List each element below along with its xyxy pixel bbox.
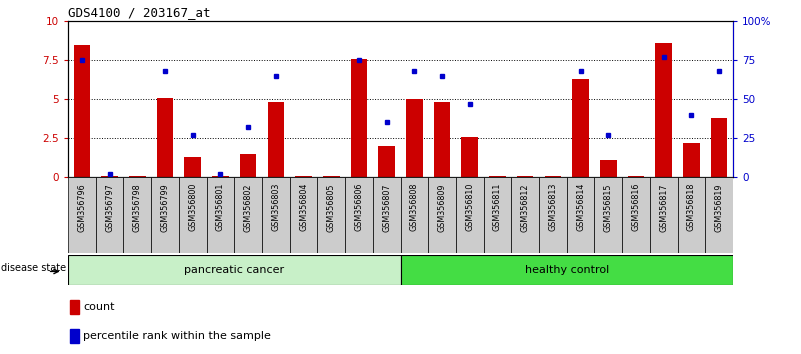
Bar [372,177,400,253]
Bar [262,177,290,253]
Text: GSM356815: GSM356815 [604,183,613,232]
Bar [705,177,733,253]
Bar [157,98,173,177]
Text: GSM356812: GSM356812 [521,183,529,232]
Bar [594,177,622,253]
Text: GSM356808: GSM356808 [410,183,419,232]
Text: count: count [83,302,115,313]
Bar [70,301,79,314]
Bar [317,177,345,253]
Text: GSM356800: GSM356800 [188,183,197,232]
Bar [456,177,484,253]
Bar [129,176,146,177]
Bar [628,176,644,177]
Text: GSM356819: GSM356819 [714,183,723,232]
Text: GSM356817: GSM356817 [659,183,668,232]
Bar [123,177,151,253]
Bar [290,177,317,253]
Text: GSM356801: GSM356801 [216,183,225,232]
Bar [212,176,229,177]
Bar [655,43,672,177]
Bar [345,177,372,253]
Text: GSM356805: GSM356805 [327,183,336,232]
Bar [406,99,423,177]
Bar [545,176,562,177]
Text: GSM356814: GSM356814 [576,183,585,232]
Bar [268,102,284,177]
Bar [235,177,262,253]
Bar [600,160,617,177]
Bar [68,255,400,285]
Bar [400,255,733,285]
Text: GSM356796: GSM356796 [78,183,87,232]
Bar [678,177,705,253]
Text: GSM356811: GSM356811 [493,183,502,232]
Bar [517,176,533,177]
Text: GSM356816: GSM356816 [631,183,641,232]
Bar [179,177,207,253]
Bar [70,329,79,343]
Bar [101,176,118,177]
Bar [572,79,589,177]
Bar [378,146,395,177]
Bar [511,177,539,253]
Text: GSM356799: GSM356799 [160,183,170,232]
Bar [683,143,700,177]
Bar [484,177,511,253]
Bar [351,59,367,177]
Bar [296,176,312,177]
Text: GSM356797: GSM356797 [105,183,114,232]
Bar [429,177,456,253]
Bar [461,137,478,177]
Text: disease state: disease state [2,263,66,273]
Text: healthy control: healthy control [525,265,609,275]
Bar [622,177,650,253]
Text: GSM356802: GSM356802 [244,183,252,232]
Bar [151,177,179,253]
Bar [74,45,91,177]
Bar [710,118,727,177]
Bar [489,176,505,177]
Bar [207,177,235,253]
Bar [184,157,201,177]
Text: GSM356818: GSM356818 [687,183,696,232]
Text: percentile rank within the sample: percentile rank within the sample [83,331,272,341]
Text: GSM356807: GSM356807 [382,183,391,232]
Bar [400,177,429,253]
Bar [323,176,340,177]
Text: GSM356810: GSM356810 [465,183,474,232]
Bar [96,177,123,253]
Text: GSM356804: GSM356804 [299,183,308,232]
Text: pancreatic cancer: pancreatic cancer [184,265,284,275]
Bar [650,177,678,253]
Text: GSM356798: GSM356798 [133,183,142,232]
Bar [567,177,594,253]
Bar [68,177,96,253]
Text: GSM356813: GSM356813 [549,183,557,232]
Bar [239,154,256,177]
Text: GDS4100 / 203167_at: GDS4100 / 203167_at [68,6,211,19]
Text: GSM356803: GSM356803 [272,183,280,232]
Text: GSM356809: GSM356809 [437,183,446,232]
Text: GSM356806: GSM356806 [355,183,364,232]
Bar [539,177,567,253]
Bar [434,102,450,177]
